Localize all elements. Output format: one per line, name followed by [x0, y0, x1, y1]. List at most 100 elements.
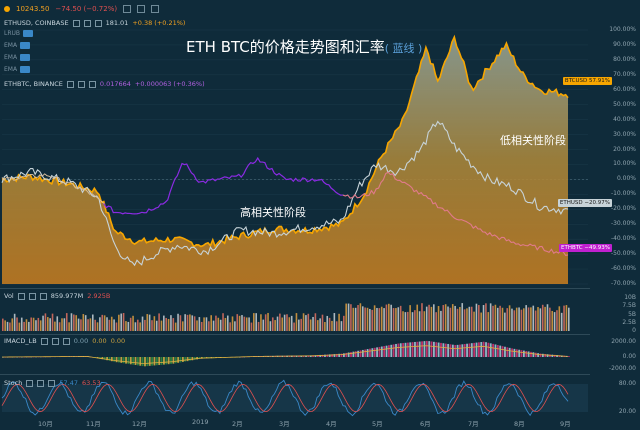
close-icon[interactable]: [62, 337, 70, 345]
axis-tick-label: 10.00%: [613, 160, 636, 168]
volume-bar: [11, 318, 14, 331]
macd-value-1: 0.00: [73, 337, 89, 345]
indicator-row-2[interactable]: EMA: [4, 42, 31, 49]
volume-bar: [388, 303, 390, 331]
panel-divider: [0, 374, 590, 375]
macd-histogram-bar: [163, 357, 165, 365]
ethusd-change: +0.38 (+0.21%): [132, 19, 186, 27]
eye-icon[interactable]: [17, 292, 25, 300]
volume-bar: [399, 305, 402, 331]
volume-bar: [425, 306, 428, 331]
volume-bar: [461, 303, 464, 331]
macd-histogram-bar: [402, 343, 405, 357]
ethbtc-series-line-mid: [103, 156, 344, 215]
macd-histogram-bar: [549, 354, 551, 357]
eye-icon[interactable]: [40, 337, 48, 345]
volume-bar: [421, 303, 423, 331]
compare-box-icon[interactable]: [137, 5, 146, 13]
volume-bar: [193, 316, 196, 331]
macd-histogram-bar: [155, 357, 158, 366]
volume-bar: [440, 310, 442, 331]
macd-histogram-bar: [106, 357, 109, 361]
volume-bar: [302, 313, 305, 331]
volume-bar: [234, 321, 236, 331]
close-icon[interactable]: [48, 379, 56, 387]
volume-bar: [345, 303, 347, 331]
macd-histogram-bar: [122, 357, 125, 364]
settings-box-icon[interactable]: [123, 5, 132, 13]
volume-bar: [65, 313, 68, 331]
indicator-eye-icon[interactable]: [20, 42, 31, 49]
settings-icon[interactable]: [28, 292, 36, 300]
close-box-icon[interactable]: [151, 5, 160, 13]
macd-histogram-bar: [395, 343, 397, 357]
volume-bar: [433, 304, 435, 331]
volume-bar: [269, 321, 272, 331]
eye-icon[interactable]: [26, 379, 34, 387]
volume-bar: [527, 307, 530, 331]
eth-series-line: [1, 120, 569, 267]
volume-bar: [13, 313, 16, 331]
indicator-eye-icon[interactable]: [20, 54, 31, 61]
volume-bar: [276, 316, 279, 331]
ethbtc-change: +0.000063 (+0.36%): [134, 80, 205, 88]
macd-histogram-bar: [354, 351, 357, 357]
volume-bar: [241, 315, 243, 331]
macd-histogram-bar: [551, 354, 554, 357]
volume-bar: [200, 321, 203, 331]
volume-bar: [153, 316, 156, 331]
indicator-row-4[interactable]: EMA: [4, 66, 31, 73]
volume-bar: [103, 315, 106, 331]
eye-icon[interactable]: [72, 19, 80, 27]
macd-histogram-bar: [380, 346, 383, 357]
volume-bar: [253, 313, 255, 331]
volume-bar: [565, 305, 568, 331]
settings-icon[interactable]: [83, 19, 91, 27]
volume-bar: [541, 304, 544, 331]
volume-bar: [312, 316, 314, 331]
volume-bar: [530, 307, 532, 331]
macd-histogram-bar: [518, 349, 521, 357]
volume-bar: [435, 312, 437, 331]
volume-label: Vol: [4, 292, 14, 300]
volume-bar: [172, 318, 175, 331]
macd-histogram-bar: [118, 357, 120, 363]
indicator-label: EMA: [4, 54, 18, 61]
volume-bar: [383, 308, 385, 331]
settings-icon[interactable]: [77, 80, 85, 88]
macd-histogram-bar: [352, 351, 355, 357]
volume-bar: [42, 315, 44, 331]
macd-histogram-bar: [134, 357, 137, 366]
indicator-eye-icon[interactable]: [23, 30, 34, 37]
macd-histogram-bar: [515, 349, 518, 357]
stoch-value-1: 57.47: [59, 379, 78, 387]
volume-bar: [556, 310, 558, 331]
volume-bar: [2, 318, 4, 331]
macd-histogram-bar: [478, 342, 480, 357]
volume-bar: [298, 319, 300, 331]
volume-bar: [463, 309, 466, 331]
time-axis-label: 11月: [86, 420, 101, 428]
indicator-eye-icon[interactable]: [20, 66, 31, 73]
indicator-row-3[interactable]: EMA: [4, 54, 31, 61]
volume-bar: [352, 307, 355, 331]
macd-histogram-bar: [324, 354, 326, 357]
btc-series-line: [1, 34, 569, 249]
settings-icon[interactable]: [51, 337, 59, 345]
axis-tick-label: 40.00%: [613, 115, 636, 123]
close-icon[interactable]: [94, 19, 102, 27]
volume-bar: [63, 318, 66, 331]
close-icon[interactable]: [88, 80, 96, 88]
close-icon[interactable]: [39, 292, 47, 300]
volume-bar: [295, 313, 298, 331]
macd-histogram-bar: [513, 348, 516, 357]
eye-icon[interactable]: [66, 80, 74, 88]
volume-bar: [305, 315, 307, 331]
macd-histogram-bar: [541, 353, 544, 357]
indicator-row-1[interactable]: LRUB: [4, 30, 34, 37]
macd-histogram-bar: [366, 349, 369, 357]
macd-histogram-bar: [428, 341, 431, 357]
macd-histogram-bar: [421, 341, 423, 357]
settings-icon[interactable]: [37, 379, 45, 387]
